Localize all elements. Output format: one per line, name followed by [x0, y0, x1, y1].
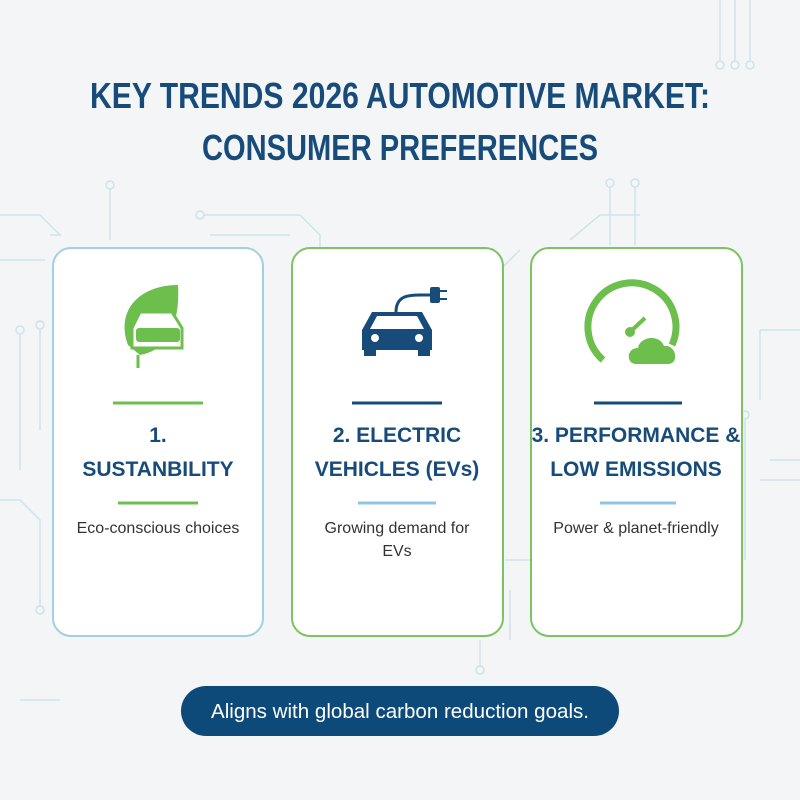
card-description: Growing demand for [325, 520, 471, 537]
card-title: 3. PERFORMANCE & [532, 424, 741, 447]
card [291, 247, 504, 637]
card-title: SUSTANBILITY [82, 458, 233, 481]
electric-car-icon [362, 287, 447, 356]
card-description: Power & planet-friendly [553, 520, 718, 537]
card-description: Eco-conscious choices [77, 520, 240, 537]
card-title: VEHICLES (EVs) [315, 458, 480, 481]
card [52, 247, 264, 637]
circuit-background [0, 0, 800, 701]
footer-text: Aligns with global carbon reduction goal… [211, 701, 589, 723]
card-title: 2. ELECTRIC [333, 424, 461, 447]
title-line: KEY TRENDS 2026 AUTOMOTIVE MARKET: [90, 75, 710, 116]
card-title: LOW EMISSIONS [550, 458, 722, 481]
card [530, 247, 743, 637]
leaf-car-icon [124, 285, 184, 368]
footer-pill [181, 686, 619, 736]
card-description: EVs [382, 543, 411, 560]
card-title: 1. [149, 424, 167, 447]
title-line: CONSUMER PREFERENCES [202, 127, 598, 168]
gauge-cloud-icon [584, 279, 680, 364]
